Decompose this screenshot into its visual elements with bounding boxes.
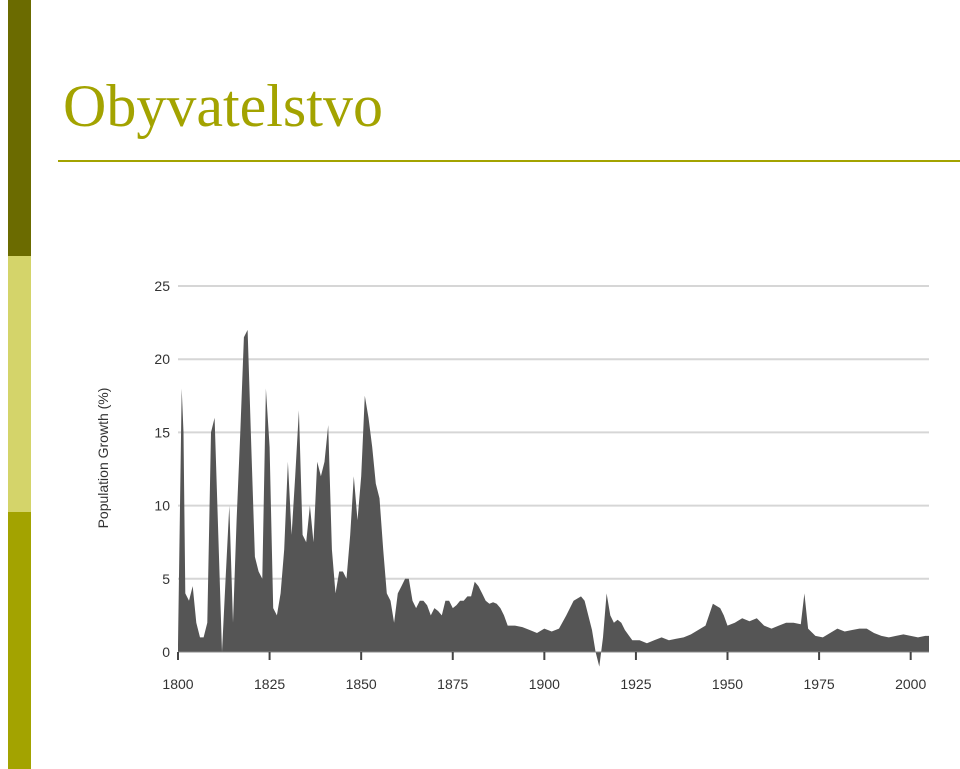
side-accent-mid <box>8 512 31 769</box>
x-tick-label: 1975 <box>804 676 835 692</box>
y-tick-label: 15 <box>154 424 170 440</box>
y-tick-label: 20 <box>154 351 170 367</box>
x-tick-labels: 1800 1825 1850 1875 1900 1925 1950 1975 2000 <box>162 676 926 692</box>
side-accent-light <box>8 256 31 512</box>
y-axis: 0 5 10 15 20 25 <box>154 278 170 660</box>
side-accent-bar <box>0 0 31 769</box>
x-axis <box>177 651 929 660</box>
y-tick-label: 25 <box>154 278 170 294</box>
x-tick-label: 1925 <box>620 676 651 692</box>
x-tick-label: 1850 <box>346 676 377 692</box>
x-tick-label: 1800 <box>162 676 193 692</box>
x-tick-label: 2000 <box>895 676 926 692</box>
title-underline <box>58 160 960 162</box>
x-tick-label: 1900 <box>529 676 560 692</box>
y-tick-label: 10 <box>154 498 170 514</box>
growth-area <box>178 329 929 667</box>
x-tick-label: 1950 <box>712 676 743 692</box>
x-tick-label: 1825 <box>254 676 285 692</box>
y-axis-title: Population Growth (%) <box>95 388 111 529</box>
y-tick-label: 0 <box>162 644 170 660</box>
y-tick-label: 5 <box>162 571 170 587</box>
slide-title: Obyvatelstvo <box>63 73 383 139</box>
x-tick-label: 1875 <box>437 676 468 692</box>
side-accent-dark <box>8 0 31 256</box>
